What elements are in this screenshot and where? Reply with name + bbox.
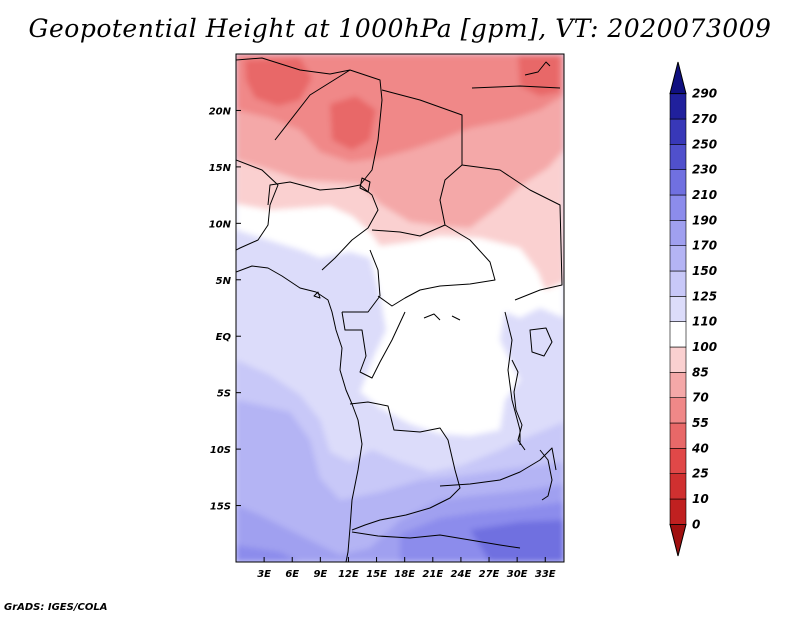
colorbar-label: 10	[692, 492, 709, 506]
colorbar-min-arrow	[669, 523, 687, 557]
map-axes: 3E 6E 9E 12E 15E 18E 21E 24E 27E 30E 33E 20N 15N 10N 5…	[209, 106, 556, 580]
colorbar-swatch	[669, 118, 687, 145]
colorbar-label: 270	[692, 112, 717, 126]
x-tick-label: 30E	[507, 569, 528, 580]
x-tick-label: 12E	[338, 569, 359, 580]
x-tick-label: 27E	[479, 569, 500, 580]
colorbar-swatch	[669, 422, 687, 449]
field-red-core-west	[245, 58, 312, 106]
border-ethiopia	[471, 85, 561, 89]
border-namibia-botswana	[351, 531, 521, 549]
y-tick-label: 10S	[210, 445, 231, 456]
inner-lakes-congo	[423, 313, 461, 321]
field-red-core-center	[330, 96, 376, 150]
colorbar-label: 230	[692, 163, 717, 177]
border-sudan-south-sudan	[461, 164, 563, 301]
colorbar-label: 85	[692, 365, 709, 379]
colorbar-swatch	[669, 448, 687, 474]
border-cameroon	[342, 249, 381, 313]
colorbar-max-arrow	[669, 61, 687, 95]
colorbar-swatch	[669, 245, 687, 272]
colorbar-swatch	[669, 372, 687, 398]
colorbar-swatch	[669, 93, 687, 120]
border-zambia	[439, 447, 557, 487]
chart-title: Geopotential Height at 1000hPa [gpm], VT…	[28, 14, 772, 43]
colorbar-label: 100	[692, 340, 717, 354]
x-tick-label: 18E	[394, 569, 415, 580]
colorbar-label: 210	[692, 188, 717, 202]
colorbar-label: 290	[692, 87, 717, 101]
colorbar-label: 0	[692, 517, 700, 531]
x-tick-label: 21E	[422, 569, 443, 580]
colorbar-label: 250	[692, 137, 717, 151]
lake-victoria	[529, 327, 553, 357]
field-blue-core	[470, 520, 564, 562]
x-tick-label: 24E	[451, 569, 472, 580]
bioko-island	[313, 291, 321, 299]
border-gabon-congo	[341, 311, 406, 379]
lake-chad	[359, 177, 371, 193]
colorbar-swatch	[669, 144, 687, 170]
colorbar-label: 25	[692, 467, 709, 481]
colorbar-label: 55	[692, 416, 709, 430]
colorbar-swatch	[669, 397, 687, 424]
colorbar-swatch	[669, 296, 687, 322]
red-sea-coast	[524, 61, 551, 76]
map-frame	[235, 53, 565, 563]
colorbar-swatch	[669, 321, 687, 348]
colorbar-label: 190	[692, 213, 717, 227]
colorbar-label: 40	[691, 441, 709, 455]
y-tick-label: 15S	[210, 502, 231, 513]
lake-malawi	[539, 449, 553, 501]
coastline-gulf-of-guinea	[236, 265, 363, 562]
colorbar: 0 10 25 40 55 70 85 100 110 125 150 170 190 210 230 250…	[669, 61, 717, 557]
border-nigeria	[267, 181, 379, 271]
border-northwest	[236, 57, 351, 75]
border-west-africa	[236, 159, 279, 251]
field-pink-strong	[236, 54, 564, 162]
colorbar-label: 110	[692, 315, 717, 329]
y-tick-label: 5N	[216, 276, 232, 287]
x-tick-label: 3E	[257, 569, 271, 580]
y-tick-label: EQ	[216, 332, 232, 343]
coastline-east-lakes	[511, 359, 526, 451]
border-niger-chad	[274, 69, 383, 186]
border-angola	[349, 401, 461, 531]
colorbar-swatch	[669, 194, 687, 221]
map-field	[236, 54, 564, 562]
colorbar-swatch	[669, 346, 687, 373]
colorbar-swatch	[669, 220, 687, 246]
x-tick-label: 15E	[366, 569, 387, 580]
grads-credit: GrADS: IGES/COLA	[4, 602, 108, 613]
colorbar-swatch	[669, 473, 687, 500]
colorbar-label: 125	[692, 289, 717, 303]
colorbar-label: 150	[692, 264, 717, 278]
colorbar-swatch	[669, 498, 687, 525]
y-tick-label: 5S	[217, 389, 231, 400]
country-borders	[236, 57, 563, 562]
y-tick-label: 20N	[209, 106, 232, 117]
x-tick-label: 6E	[285, 569, 299, 580]
y-tick-label: 15N	[209, 163, 232, 174]
y-tick-label: 10N	[209, 219, 232, 230]
colorbar-label: 70	[692, 391, 709, 405]
colorbar-swatch	[669, 270, 687, 297]
colorbar-label: 170	[692, 239, 717, 253]
colorbar-swatch	[669, 169, 687, 196]
border-car	[371, 224, 496, 307]
x-tick-label: 9E	[313, 569, 327, 580]
chart-canvas: 3E 6E 9E 12E 15E 18E 21E 24E 27E 30E 33E 20N 15N 10N 5…	[209, 53, 717, 580]
x-tick-label: 33E	[535, 569, 556, 580]
